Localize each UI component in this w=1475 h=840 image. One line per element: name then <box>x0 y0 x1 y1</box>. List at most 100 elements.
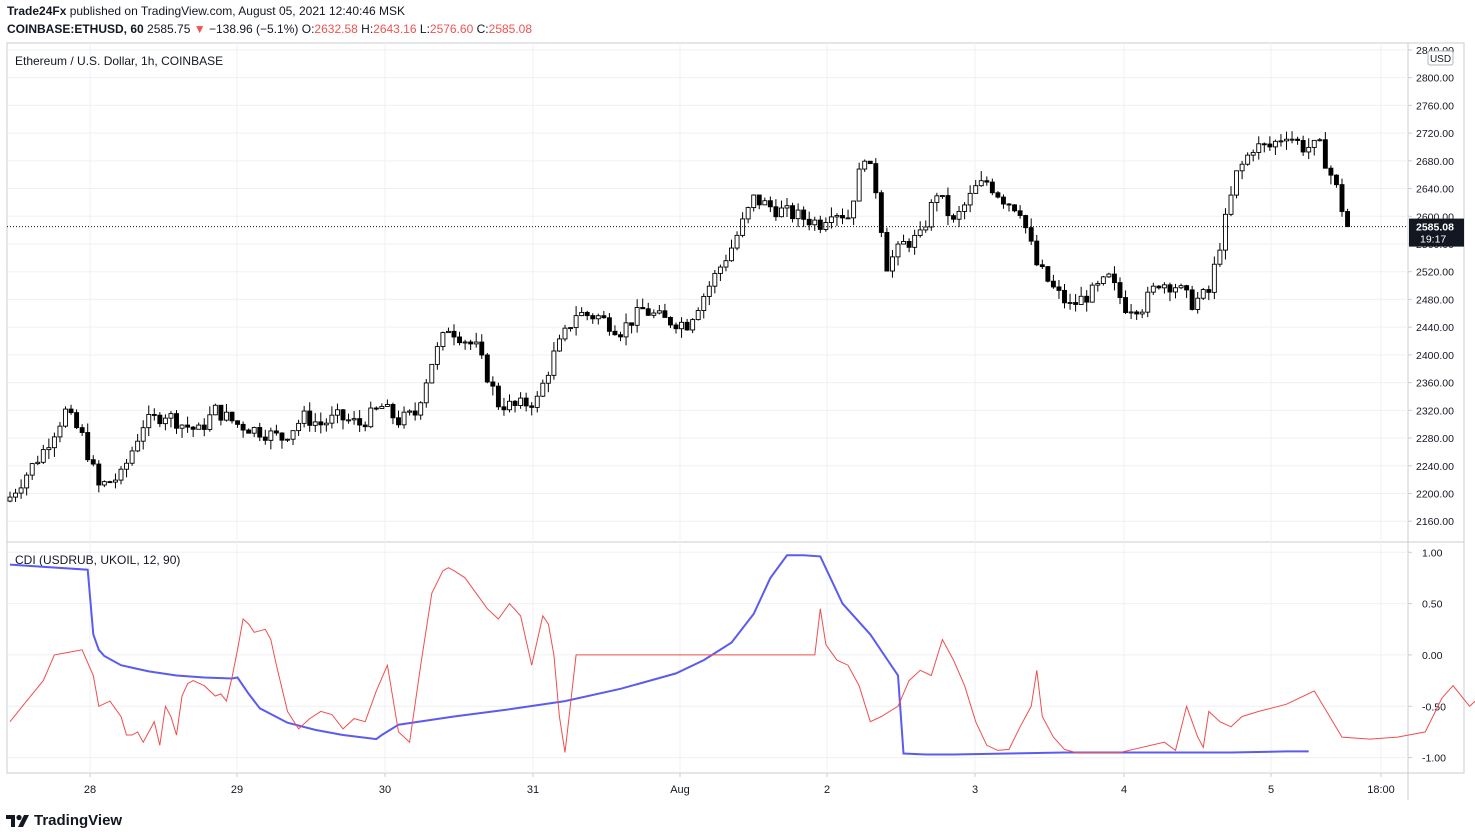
candle-up <box>562 327 568 340</box>
candle-down <box>1189 289 1195 310</box>
candle-up <box>895 243 901 258</box>
candle-down <box>806 218 812 226</box>
price-tick-label: 2720.00 <box>1416 128 1454 140</box>
candle-up <box>856 168 862 202</box>
candle-down <box>906 241 912 248</box>
candle-up <box>446 330 451 334</box>
x-tick-label: 18:00 <box>1367 784 1395 796</box>
candle-up <box>1100 276 1106 284</box>
candle-up <box>57 425 63 438</box>
candle-down <box>840 215 845 219</box>
candle-up <box>656 310 662 314</box>
price-tick-label: 2160.00 <box>1416 516 1454 528</box>
high-value: 2643.16 <box>373 22 417 36</box>
candle-up <box>734 234 740 249</box>
candle-up <box>1128 311 1134 314</box>
candle-up <box>223 411 229 421</box>
publish-line: published on TradingView.com, August 05,… <box>66 4 406 18</box>
price-tick-label: 2800.00 <box>1416 73 1454 85</box>
candle-up <box>179 424 185 429</box>
candle-down <box>151 413 157 416</box>
candle-up <box>429 363 435 384</box>
candle-up <box>901 241 906 245</box>
candle-down <box>1295 138 1301 141</box>
x-tick-label: 3 <box>972 784 978 796</box>
candle-down <box>451 330 457 338</box>
publish-info: Trade24Fx published on TradingView.com, … <box>7 4 405 18</box>
last-price-label: 2585.08 <box>1416 222 1454 234</box>
candle-up <box>196 424 202 430</box>
candle-up <box>290 430 296 440</box>
candle-down <box>523 397 529 407</box>
candle-up <box>251 427 257 434</box>
candle-down <box>457 336 462 344</box>
candle-down <box>373 407 379 410</box>
candle-down <box>262 436 268 441</box>
candle-up <box>579 311 585 317</box>
candle-up <box>1173 287 1178 293</box>
candle-up <box>63 408 68 427</box>
candle-up <box>928 202 934 228</box>
candle-up <box>723 260 729 268</box>
candle-up <box>729 247 734 262</box>
candle-down <box>307 410 313 426</box>
candle-up <box>1106 273 1112 278</box>
publisher-name[interactable]: Trade24Fx <box>7 4 67 18</box>
candle-up <box>634 307 640 326</box>
candle-up <box>323 422 329 426</box>
candle-up <box>845 217 851 220</box>
candle-down <box>645 308 651 316</box>
candle-down <box>951 215 956 220</box>
candle-up <box>1078 295 1084 305</box>
candle-down <box>174 413 179 429</box>
candle-up <box>296 422 302 432</box>
candle-down <box>501 406 507 411</box>
candle-up <box>384 404 390 407</box>
close-label: C: <box>476 22 489 36</box>
candle-down <box>867 160 873 165</box>
open-value: 2632.58 <box>314 22 358 36</box>
price-tick-label: 2280.00 <box>1416 433 1454 445</box>
candle-up <box>717 266 723 274</box>
candle-up <box>140 427 146 442</box>
candle-down <box>85 432 91 461</box>
footer-brand[interactable]: TradingView <box>6 812 122 829</box>
candle-down <box>1328 167 1334 176</box>
candle-up <box>285 438 290 441</box>
candle-down <box>357 418 363 426</box>
x-tick-label: 29 <box>231 784 243 796</box>
candle-down <box>235 420 241 425</box>
candle-down <box>873 163 879 194</box>
candle-up <box>423 382 429 404</box>
candle-down <box>279 432 285 441</box>
candle-down <box>1261 143 1267 146</box>
price-tick-label: 2360.00 <box>1416 378 1454 390</box>
candle-down <box>1322 139 1328 169</box>
candle-down <box>1073 302 1079 305</box>
price-tick-label: 2400.00 <box>1416 350 1454 362</box>
candle-down <box>273 430 279 434</box>
candle-down <box>362 424 368 428</box>
x-tick-label: 30 <box>379 784 391 796</box>
candle-up <box>779 207 784 218</box>
candle-up <box>368 407 374 428</box>
candle-up <box>956 210 962 220</box>
candle-down <box>1333 174 1339 186</box>
candle-up <box>379 405 385 409</box>
candle-down <box>1134 311 1140 315</box>
candle-down <box>96 463 102 486</box>
candle-down <box>1056 286 1062 291</box>
candle-up <box>568 327 573 330</box>
currency-label: USD <box>1430 54 1451 65</box>
candle-down <box>79 427 85 433</box>
x-tick-label: 28 <box>84 784 96 796</box>
symbol-ohlc-line: COINBASE:ETHUSD, 60 2585.75 ▼ −138.96 (−… <box>7 22 532 36</box>
candle-up <box>695 310 701 321</box>
candle-up <box>268 430 274 441</box>
candle-up <box>101 481 107 486</box>
candle-up <box>690 319 696 331</box>
candle-up <box>1239 163 1245 172</box>
candle-up <box>557 338 562 352</box>
cdi-tick-label: 1.00 <box>1422 547 1443 559</box>
